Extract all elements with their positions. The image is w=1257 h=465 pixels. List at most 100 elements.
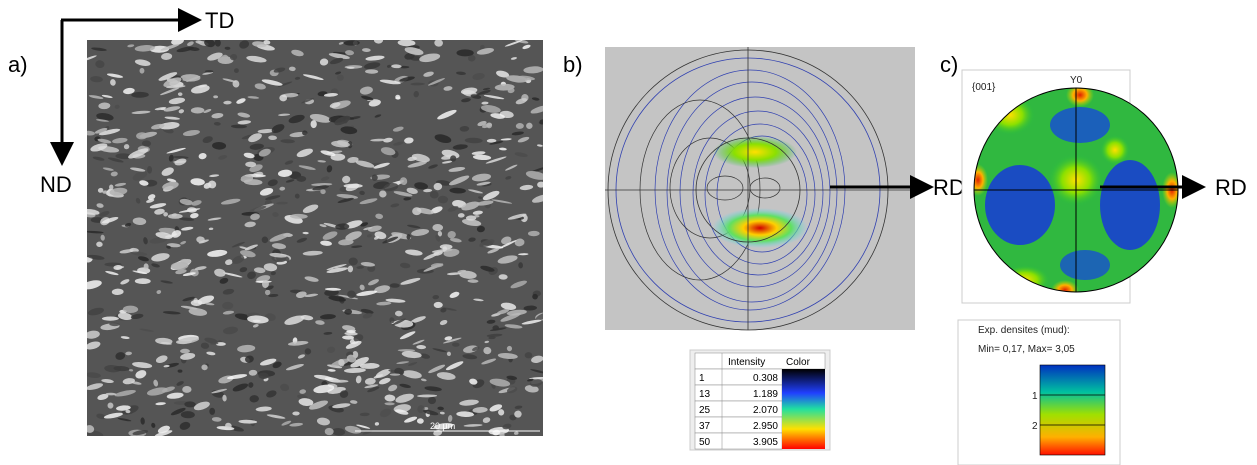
grain (288, 66, 296, 72)
grain (87, 55, 97, 62)
grain (168, 154, 174, 162)
grain (437, 230, 443, 237)
grain (188, 308, 208, 316)
grain (295, 291, 307, 298)
grain (87, 230, 104, 234)
grain (263, 40, 271, 45)
grain (535, 312, 543, 321)
grain (510, 280, 528, 289)
grain (222, 310, 235, 315)
grain (423, 409, 439, 416)
grain (417, 405, 425, 414)
grain (87, 425, 95, 433)
grain (338, 358, 345, 367)
grain (220, 198, 241, 205)
grain (464, 137, 483, 144)
grain (338, 294, 359, 300)
grain (187, 41, 194, 47)
grain (355, 160, 375, 168)
grain (471, 151, 486, 155)
grain (139, 67, 145, 74)
grain (123, 87, 135, 95)
grain (159, 122, 180, 130)
grain (128, 148, 149, 159)
grain (284, 160, 294, 165)
grain (285, 363, 304, 371)
grain (326, 165, 333, 173)
grain (244, 221, 256, 228)
grain (348, 257, 358, 266)
grain (143, 237, 148, 245)
grain (116, 405, 131, 411)
grain (230, 124, 247, 129)
grain (447, 206, 459, 212)
grain (404, 52, 415, 60)
grain (328, 295, 346, 302)
grain (486, 122, 493, 129)
grain (432, 224, 444, 232)
grain (107, 73, 124, 78)
grain (288, 114, 305, 124)
grain (439, 319, 448, 326)
grain (222, 272, 243, 278)
grain (362, 313, 373, 319)
grain (423, 252, 440, 260)
grain (264, 289, 271, 296)
grain (160, 280, 173, 284)
grain (435, 234, 441, 242)
grain (178, 109, 185, 114)
grain (476, 181, 491, 186)
grain (269, 232, 291, 242)
grain (243, 152, 255, 159)
grain (97, 393, 109, 400)
grain (232, 383, 249, 392)
direction-label: Y0 (1070, 75, 1083, 86)
grain (249, 205, 267, 212)
table-cell: 2.950 (753, 421, 778, 432)
grain (96, 413, 106, 420)
grain (473, 215, 480, 218)
grain (449, 187, 466, 194)
grain (384, 402, 395, 406)
grain (161, 167, 174, 176)
grain (359, 190, 365, 196)
grain (446, 351, 451, 357)
grain (171, 230, 182, 238)
grain (363, 226, 373, 231)
grain (87, 341, 101, 350)
grain (222, 326, 239, 335)
grain (436, 372, 456, 380)
grain (266, 390, 277, 398)
grain (476, 48, 494, 55)
grain (374, 231, 387, 240)
axis-label: RD (933, 175, 965, 200)
grain (463, 345, 479, 353)
grain (292, 411, 300, 416)
grain (213, 122, 221, 126)
grain (272, 361, 282, 369)
grain (480, 265, 495, 272)
grain (240, 174, 254, 183)
grain (176, 381, 184, 386)
grain (161, 52, 173, 60)
grain (180, 258, 192, 264)
grain (335, 223, 350, 230)
grain (506, 375, 518, 380)
grain (149, 203, 167, 209)
grain (343, 367, 366, 373)
grain (207, 52, 223, 61)
grain (91, 47, 107, 51)
grain (182, 272, 196, 277)
grain (171, 40, 184, 46)
grain (379, 377, 391, 385)
grain (477, 90, 491, 95)
grain (347, 156, 359, 163)
grain (514, 410, 522, 418)
grain (384, 394, 396, 402)
grain (294, 76, 301, 80)
grain (446, 272, 461, 276)
grain (265, 195, 281, 201)
grain (320, 189, 326, 195)
grain (163, 77, 182, 88)
grain (459, 125, 470, 132)
